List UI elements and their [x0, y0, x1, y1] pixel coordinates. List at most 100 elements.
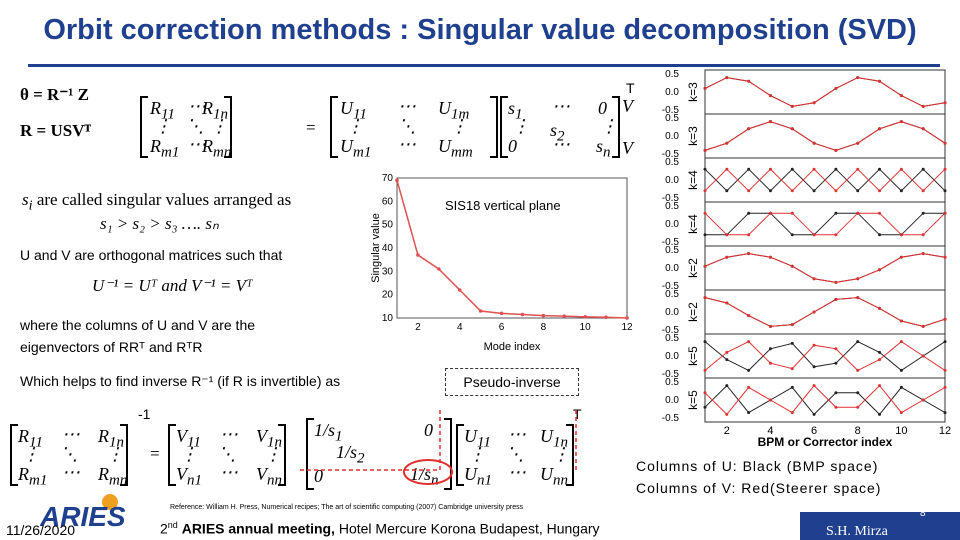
ev-v-point [834, 86, 838, 90]
ev-panel-frame [704, 113, 946, 159]
ev-v-point [790, 104, 794, 108]
ev-y-tick-label: -0.5 [662, 105, 680, 116]
transpose-superscript: T [626, 80, 635, 96]
ev-v-point [812, 233, 816, 237]
ev-x-tick-label: 6 [811, 425, 817, 437]
ev-v-point [768, 398, 772, 402]
ev-y-tick-label: 0.0 [665, 219, 679, 230]
ev-u-series [704, 384, 946, 416]
data-point [457, 288, 462, 292]
chart-title: SIS18 vertical plane [445, 198, 561, 213]
ev-y-tick-label: 0.5 [665, 333, 679, 344]
x-tick-label: 6 [499, 322, 505, 333]
ev-u-point [747, 368, 751, 372]
ev-u-series [705, 212, 945, 236]
ev-u-point [834, 361, 838, 365]
ev-v-point [703, 264, 707, 268]
ev-u-point [703, 167, 707, 171]
ev-u-point [878, 350, 882, 354]
ev-u-series [704, 253, 946, 283]
ev-v-point [943, 141, 947, 145]
ev-v-point [703, 148, 707, 152]
ev-v-point [899, 94, 903, 98]
ev-u-point [790, 167, 794, 171]
singular-values-text: si are called singular values arranged a… [22, 190, 292, 214]
y-tick-label: 10 [382, 313, 394, 324]
ev-v-point [899, 255, 903, 259]
y-tick-label: 40 [382, 243, 394, 254]
data-point [395, 178, 399, 183]
ev-v-point [790, 411, 794, 415]
ev-v-point [856, 211, 860, 215]
ev-v-point [812, 384, 816, 388]
ev-v-point [703, 211, 707, 215]
ev-v-point [856, 296, 860, 300]
ev-u-point [921, 167, 925, 171]
ev-v-point [899, 120, 903, 124]
matrix-V-inverse: V11 ⋯ V1n ⋮ ⋱ ⋮ Vn1 ⋯ Vnn [168, 424, 286, 489]
ev-v-point [747, 340, 751, 344]
ev-u-point [899, 368, 903, 372]
ev-y-tick-label: 0.0 [665, 131, 679, 142]
ev-v-point [747, 127, 751, 131]
ev-v-point [703, 86, 707, 90]
ev-v-series [704, 121, 946, 151]
inverse-superscript: -1 [138, 406, 151, 422]
ev-v-point [921, 233, 925, 237]
ev-v-point [747, 314, 751, 318]
ev-v-point [834, 189, 838, 193]
ev-v-point [878, 127, 882, 131]
ev-v-point [943, 368, 947, 372]
y-tick-label: 60 [382, 196, 394, 207]
ev-v-point [921, 127, 925, 131]
orthogonal-equation: U⁻¹ = Uᵀ and V⁻¹ = Vᵀ [92, 276, 253, 295]
ev-v-point [768, 120, 772, 124]
matrix-U-inverse: U11 ⋯ U1n ⋮ ⋱ ⋮ Un1 ⋯ Unn [456, 424, 574, 489]
ev-v-point [856, 76, 860, 80]
ev-v-series [704, 297, 946, 327]
ev-v-point [834, 280, 838, 284]
ev-v-point [856, 141, 860, 145]
ev-v-point [768, 324, 772, 328]
matrix-S-inverse: 1/s1 0 1/s2 0 1/sn [306, 418, 452, 490]
ev-v-point [899, 233, 903, 237]
ev-v-point [834, 233, 838, 237]
ev-u-series [704, 297, 946, 327]
ev-v-point [725, 350, 729, 354]
ev-y-tick-label: -0.5 [662, 281, 680, 292]
ev-x-tick-label: 8 [855, 425, 861, 437]
data-point [562, 314, 567, 318]
ev-panel-frame [704, 289, 946, 335]
data-point [499, 311, 504, 316]
matrix-R-inverse: R11 ⋯ R1n ⋮ ⋱ ⋮ Rm1 ⋯ Rmn [10, 424, 128, 489]
caption-columns-u: Columns of U: Black (BMP space) [636, 458, 879, 474]
ev-v-point [790, 264, 794, 268]
ev-u-point [703, 233, 707, 237]
data-point [520, 312, 525, 317]
ev-v-point [921, 324, 925, 328]
ev-u-series [704, 77, 946, 107]
ev-v-point [943, 255, 947, 259]
y-tick-label: 20 [382, 290, 394, 301]
ev-v-point [878, 189, 882, 193]
ev-v-point [768, 255, 772, 259]
ev-u-point [943, 340, 947, 344]
ev-panel-frame [704, 245, 946, 291]
ev-v-point [725, 141, 729, 145]
ev-v-point [812, 101, 816, 105]
data-point [416, 253, 420, 257]
equals-sign: = [306, 118, 316, 137]
ev-u-point [899, 189, 903, 193]
data-point [583, 315, 587, 319]
y-tick-label: 50 [382, 220, 394, 231]
ev-v-point [943, 317, 947, 321]
ev-u-point [790, 385, 794, 389]
matrix-V-top: V [622, 96, 633, 116]
ev-panel-frame [704, 333, 946, 379]
ev-u-point [878, 412, 882, 416]
ev-v-point [747, 79, 751, 83]
ev-panel-frame [704, 377, 946, 423]
ev-y-tick-label: -0.5 [662, 369, 680, 380]
data-point [437, 267, 441, 271]
ev-v-point [812, 277, 816, 281]
